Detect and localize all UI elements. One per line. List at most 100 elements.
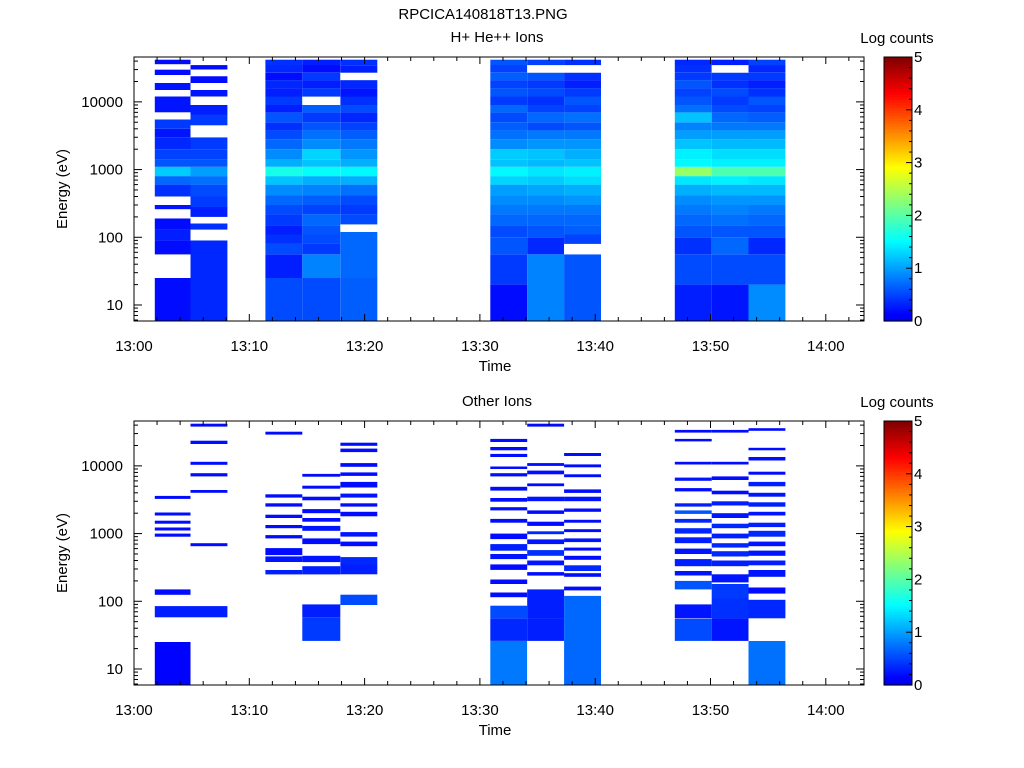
colorbar-segment [884, 270, 912, 275]
colorbar-segment [884, 537, 912, 541]
heatmap-cell [527, 166, 565, 177]
heatmap-cell [748, 560, 786, 566]
heatmap-cell [190, 125, 228, 138]
heatmap-cell [711, 205, 749, 215]
heatmap-cell [711, 139, 749, 150]
colorbar-segment [884, 603, 912, 607]
colorbar-segment [884, 534, 912, 538]
heatmap-cell [154, 64, 191, 70]
heatmap-cell [674, 214, 712, 226]
colorbar-segment [884, 265, 912, 269]
colorbar-segment [884, 436, 912, 441]
heatmap-cell [564, 538, 601, 543]
colorbar-segment [884, 215, 912, 219]
heatmap-cell [190, 184, 228, 197]
colorbar-segment [884, 183, 912, 187]
heatmap-cell [340, 442, 378, 446]
heatmap-cell [711, 96, 749, 105]
heatmap-cell [674, 88, 712, 97]
heatmap-cell [154, 520, 191, 524]
colorbar-segment [884, 669, 912, 673]
heatmap-cell [748, 587, 786, 594]
heatmap-cell [490, 130, 528, 140]
heatmap-cell [748, 522, 786, 528]
colorbar-tick-label: 4 [914, 466, 922, 483]
heatmap-cell [190, 149, 228, 160]
heatmap-cell [190, 196, 228, 207]
heatmap-cell [302, 122, 341, 131]
heatmap-cell [564, 112, 601, 123]
heatmap-cell [490, 159, 528, 167]
colorbar-segment [884, 582, 912, 586]
colorbar-segment [884, 152, 912, 156]
heatmap-cell [674, 461, 712, 465]
heatmap-cell [340, 195, 378, 205]
colorbar-segment [884, 225, 912, 230]
colorbar-segment [884, 605, 912, 610]
heatmap-cell [340, 532, 378, 537]
heatmap-cell [190, 490, 228, 493]
heatmap-cell [265, 149, 303, 160]
heatmap-cell [302, 184, 341, 196]
colorbar-segment [884, 492, 912, 496]
heatmap-cell [748, 550, 786, 556]
heatmap-cell [490, 65, 528, 73]
heatmap-cell [527, 130, 565, 140]
heatmap-cell [711, 490, 749, 495]
heatmap-cell [190, 65, 228, 70]
colorbar-segment [884, 231, 912, 235]
colorbar-segment [884, 313, 912, 317]
heatmap-cell [154, 589, 191, 595]
heatmap-cell [490, 605, 528, 619]
heatmap-cell [302, 225, 341, 235]
x-tick-label: 13:50 [692, 702, 730, 719]
colorbar-segment [884, 487, 912, 491]
heatmap-cell [527, 105, 565, 113]
colorbar-segment [884, 592, 912, 596]
figure-title: RPCICA140818T13.PNG [398, 6, 567, 23]
colorbar-segment [884, 648, 912, 652]
heatmap-cell [748, 214, 786, 226]
colorbar-segment [884, 57, 912, 61]
heatmap-cell [564, 529, 601, 533]
heatmap-cell [564, 464, 601, 468]
heatmap-cell [265, 525, 303, 529]
colorbar-segment [884, 273, 912, 277]
heatmap-cell [527, 112, 565, 123]
heatmap-cell [674, 130, 712, 140]
colorbar-segment [884, 178, 912, 182]
heatmap-cell [527, 531, 565, 535]
colorbar-tick-label: 5 [914, 49, 922, 66]
colorbar-segment [884, 104, 912, 108]
heatmap-cell [302, 509, 341, 514]
colorbar-segment [884, 144, 912, 148]
colorbar-segment [884, 244, 912, 248]
heatmap-cell [265, 225, 303, 235]
heatmap-cell [490, 237, 528, 255]
heatmap-cell [490, 507, 528, 511]
colorbar-segment [884, 291, 912, 296]
y-axis-label: Energy (eV) [54, 513, 71, 593]
colorbar-segment [884, 481, 912, 485]
heatmap-cell [190, 59, 228, 66]
heatmap-cell [564, 105, 601, 113]
heatmap-cell [490, 544, 528, 551]
heatmap-cell [154, 240, 191, 255]
colorbar-segment [884, 167, 912, 172]
heatmap-cell [748, 80, 786, 89]
colorbar-segment [884, 558, 912, 562]
colorbar-segment [884, 621, 912, 625]
colorbar-segment [884, 434, 912, 438]
colorbar-segment [884, 181, 912, 185]
heatmap-cell [527, 463, 565, 466]
heatmap-cell [748, 72, 786, 81]
colorbar-segment [884, 677, 912, 681]
heatmap-cell [265, 254, 303, 278]
heatmap-cell [302, 59, 341, 66]
colorbar-segment [884, 212, 912, 216]
heatmap-cell [190, 105, 228, 115]
heatmap-cell [265, 176, 303, 185]
colorbar-segment [884, 450, 912, 454]
heatmap-cell [748, 618, 786, 641]
colorbar-segment [884, 671, 912, 676]
